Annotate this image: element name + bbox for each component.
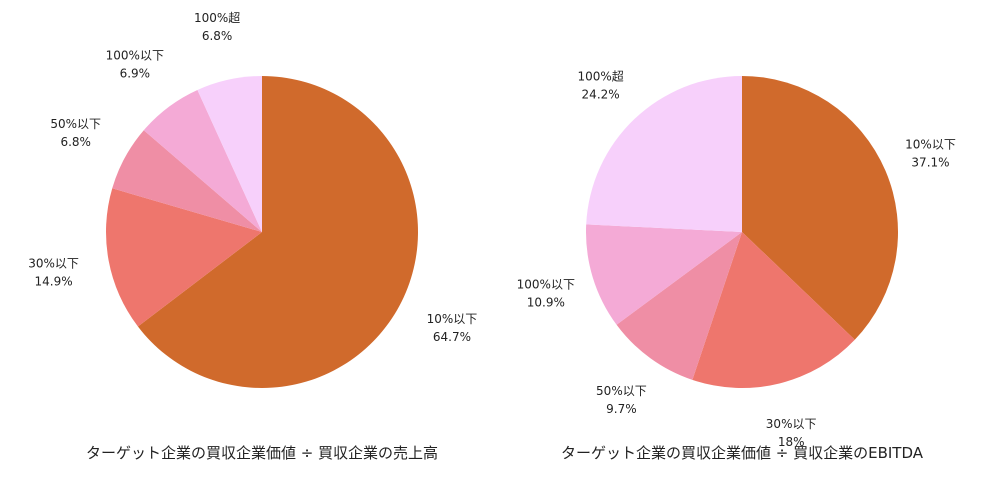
slice-value-label: 9.7% xyxy=(606,402,637,416)
pie-slice-50-or-less xyxy=(112,130,263,232)
slice-category-label: 50%以下 xyxy=(596,384,647,398)
pie-chart-sales: 10%以下 64.7% 30%以下 14.9% 50%以下 6.8% 100%以下 6.9% 1… xyxy=(28,10,477,388)
pie-slice-30-or-less xyxy=(106,188,262,327)
pie-slice-50-or-less xyxy=(616,232,742,380)
slice-category-label: 100%超 xyxy=(194,10,240,25)
slice-category-label: 100%超 xyxy=(577,69,623,84)
pie-slice-100-plus xyxy=(197,76,262,232)
slice-value-label: 6.9% xyxy=(120,66,151,80)
pie-slice-100-or-less xyxy=(586,224,742,325)
slice-value-label: 6.8% xyxy=(60,135,91,149)
pie-slice-10-or-less xyxy=(137,76,419,388)
chart-title-ebitda: ターゲット企業の買収企業価値 ÷ 買収企業のEBITDA xyxy=(561,444,924,462)
pie-slice-30-or-less xyxy=(692,232,855,389)
pie-slice-100-plus xyxy=(586,76,742,232)
slice-category-label: 10%以下 xyxy=(427,312,478,326)
slice-value-label: 6.8% xyxy=(202,29,233,43)
slice-category-label: 50%以下 xyxy=(50,117,101,131)
slice-value-label: 18% xyxy=(778,435,805,449)
pie-slice-10-or-less xyxy=(742,76,899,340)
slice-category-label: 30%以下 xyxy=(766,417,817,431)
slice-value-label: 64.7% xyxy=(433,330,471,344)
pie-slice-100-or-less xyxy=(143,89,262,233)
slice-category-label: 100%以下 xyxy=(106,48,164,62)
slice-category-label: 30%以下 xyxy=(28,257,79,271)
slice-value-label: 10.9% xyxy=(527,295,565,309)
slice-category-label: 10%以下 xyxy=(905,137,956,151)
slice-value-label: 14.9% xyxy=(35,275,73,289)
slice-value-label: 37.1% xyxy=(911,155,949,169)
slice-category-label: 100%以下 xyxy=(517,277,575,291)
pie-chart-ebitda: 10%以下 37.1% 30%以下 18% 50%以下 9.7% 100%以下 10.9% 10… xyxy=(517,69,956,449)
chart-title-sales: ターゲット企業の買収企業価値 ÷ 買収企業の売上高 xyxy=(86,444,438,462)
slice-value-label: 24.2% xyxy=(582,88,620,102)
